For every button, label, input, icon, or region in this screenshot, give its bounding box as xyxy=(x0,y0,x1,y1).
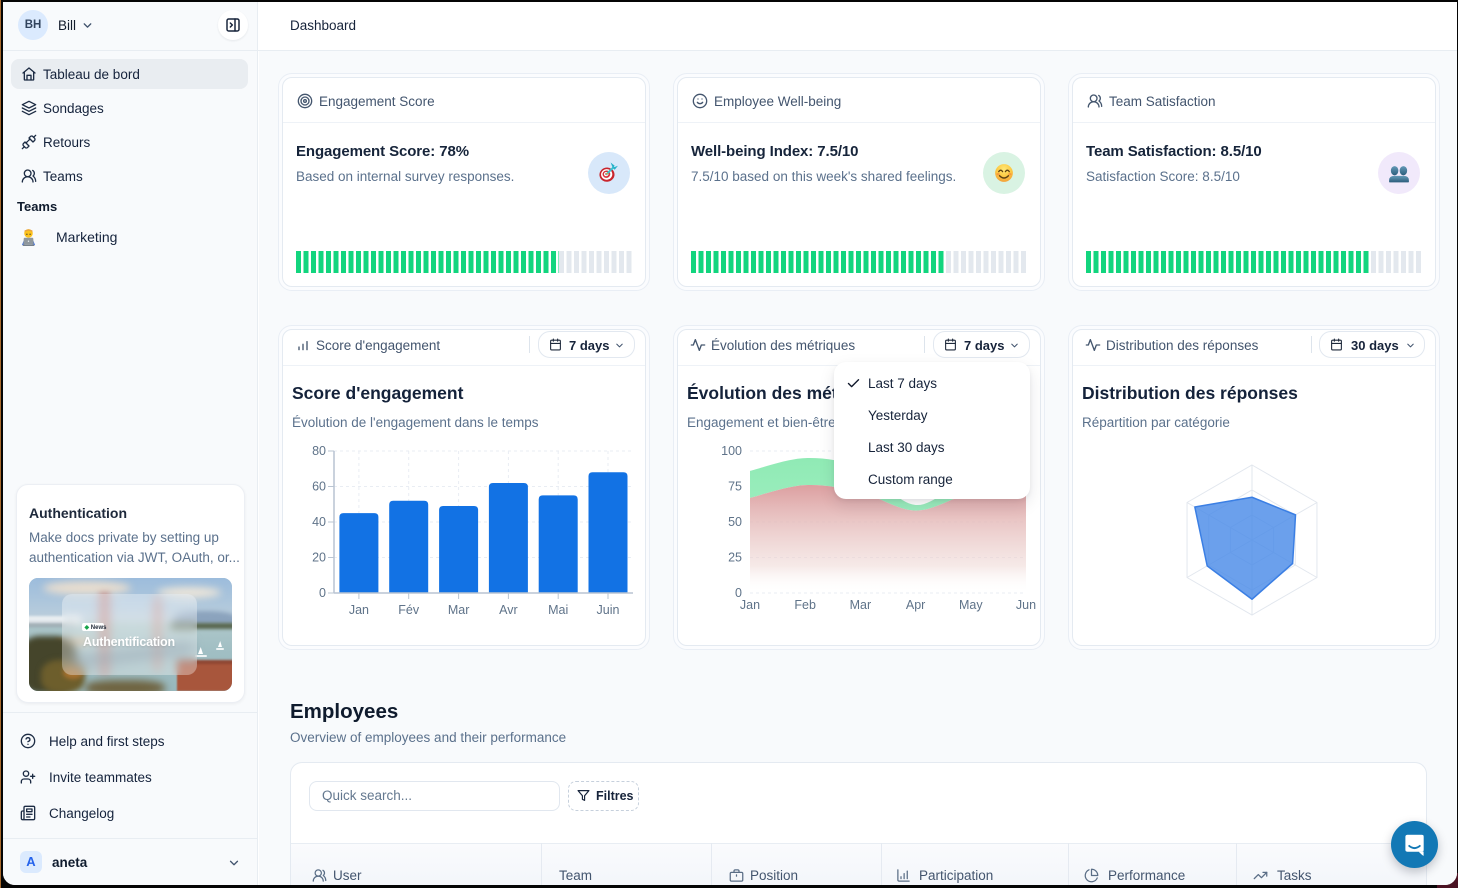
svg-text:Apr: Apr xyxy=(906,598,925,612)
svg-text:40: 40 xyxy=(312,515,326,529)
svg-text:May: May xyxy=(959,598,983,612)
svg-text:Jan: Jan xyxy=(740,598,760,612)
svg-text:Juin: Juin xyxy=(597,603,620,617)
svg-text:Feb: Feb xyxy=(794,598,816,612)
svg-text:Mar: Mar xyxy=(850,598,872,612)
svg-text:0: 0 xyxy=(735,586,742,600)
svg-text:Fév: Fév xyxy=(398,603,420,617)
svg-text:Mar: Mar xyxy=(448,603,470,617)
svg-text:50: 50 xyxy=(728,515,742,529)
svg-text:75: 75 xyxy=(728,480,742,494)
svg-text:80: 80 xyxy=(312,444,326,458)
svg-text:100: 100 xyxy=(721,444,742,458)
svg-text:20: 20 xyxy=(312,551,326,565)
svg-text:60: 60 xyxy=(312,480,326,494)
svg-text:Avr: Avr xyxy=(499,603,518,617)
svg-text:Mai: Mai xyxy=(548,603,568,617)
svg-text:0: 0 xyxy=(319,586,326,600)
svg-text:25: 25 xyxy=(728,551,742,565)
svg-text:Jun: Jun xyxy=(1016,598,1036,612)
svg-text:Jan: Jan xyxy=(349,603,369,617)
